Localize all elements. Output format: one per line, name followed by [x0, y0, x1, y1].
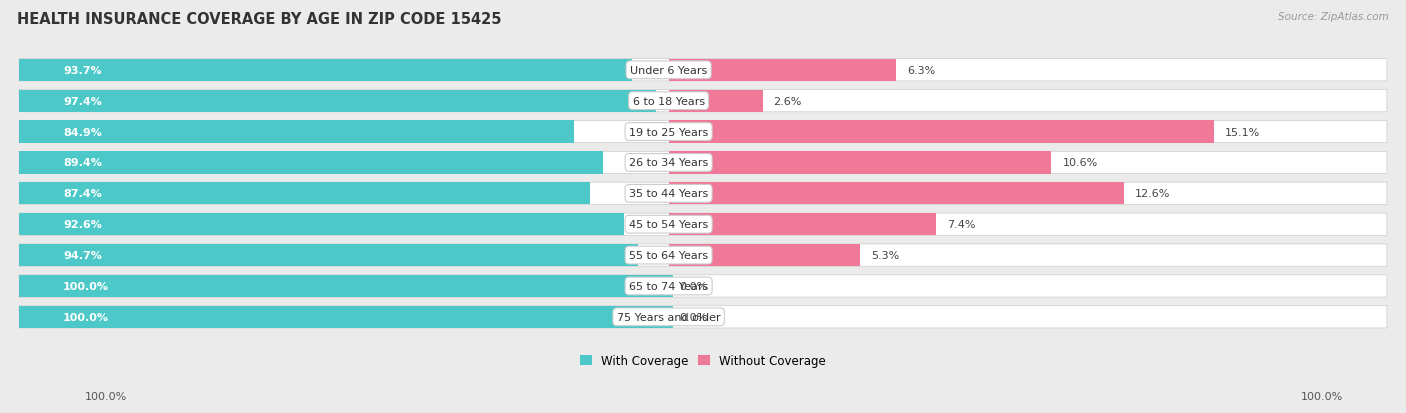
Bar — [669, 183, 1123, 205]
Bar — [669, 59, 896, 82]
Text: HEALTH INSURANCE COVERAGE BY AGE IN ZIP CODE 15425: HEALTH INSURANCE COVERAGE BY AGE IN ZIP … — [17, 12, 502, 27]
Text: 55 to 64 Years: 55 to 64 Years — [628, 250, 709, 261]
Text: 92.6%: 92.6% — [63, 220, 103, 230]
Text: 100.0%: 100.0% — [1301, 391, 1343, 401]
Text: Source: ZipAtlas.com: Source: ZipAtlas.com — [1278, 12, 1389, 22]
Text: 84.9%: 84.9% — [63, 127, 103, 137]
Bar — [669, 121, 1213, 143]
FancyBboxPatch shape — [20, 306, 1386, 328]
FancyBboxPatch shape — [20, 275, 1386, 297]
Text: 65 to 74 Years: 65 to 74 Years — [628, 281, 709, 291]
Text: 97.4%: 97.4% — [63, 97, 103, 107]
Legend: With Coverage, Without Coverage: With Coverage, Without Coverage — [575, 350, 831, 372]
Text: 26 to 34 Years: 26 to 34 Years — [628, 158, 709, 168]
Bar — [20, 59, 631, 82]
Text: 93.7%: 93.7% — [63, 66, 101, 76]
Bar — [669, 214, 936, 236]
Bar — [20, 214, 624, 236]
Text: 100.0%: 100.0% — [84, 391, 127, 401]
Text: 100.0%: 100.0% — [63, 312, 110, 322]
FancyBboxPatch shape — [20, 244, 1386, 266]
Text: 45 to 54 Years: 45 to 54 Years — [628, 220, 709, 230]
Text: 15.1%: 15.1% — [1225, 127, 1260, 137]
Text: 5.3%: 5.3% — [872, 250, 900, 261]
Text: 75 Years and older: 75 Years and older — [617, 312, 720, 322]
Bar — [20, 244, 638, 266]
Text: 7.4%: 7.4% — [946, 220, 976, 230]
Text: 100.0%: 100.0% — [63, 281, 110, 291]
Bar — [669, 90, 762, 112]
Bar — [20, 152, 603, 174]
Bar — [20, 183, 591, 205]
Text: 6.3%: 6.3% — [907, 66, 935, 76]
Text: 19 to 25 Years: 19 to 25 Years — [628, 127, 709, 137]
FancyBboxPatch shape — [20, 59, 1386, 82]
Text: 10.6%: 10.6% — [1063, 158, 1098, 168]
FancyBboxPatch shape — [20, 183, 1386, 205]
Bar — [20, 121, 574, 143]
Text: 87.4%: 87.4% — [63, 189, 101, 199]
Bar — [20, 275, 672, 297]
Text: 35 to 44 Years: 35 to 44 Years — [628, 189, 709, 199]
Text: Under 6 Years: Under 6 Years — [630, 66, 707, 76]
Text: 2.6%: 2.6% — [773, 97, 801, 107]
FancyBboxPatch shape — [20, 90, 1386, 112]
Bar — [669, 152, 1052, 174]
Text: 12.6%: 12.6% — [1135, 189, 1170, 199]
Bar — [669, 244, 860, 266]
Bar — [20, 306, 672, 328]
Text: 89.4%: 89.4% — [63, 158, 103, 168]
FancyBboxPatch shape — [20, 152, 1386, 174]
Text: 0.0%: 0.0% — [679, 312, 707, 322]
FancyBboxPatch shape — [20, 121, 1386, 143]
FancyBboxPatch shape — [20, 214, 1386, 236]
Text: 94.7%: 94.7% — [63, 250, 103, 261]
Text: 0.0%: 0.0% — [679, 281, 707, 291]
Bar — [20, 90, 655, 112]
Text: 6 to 18 Years: 6 to 18 Years — [633, 97, 704, 107]
